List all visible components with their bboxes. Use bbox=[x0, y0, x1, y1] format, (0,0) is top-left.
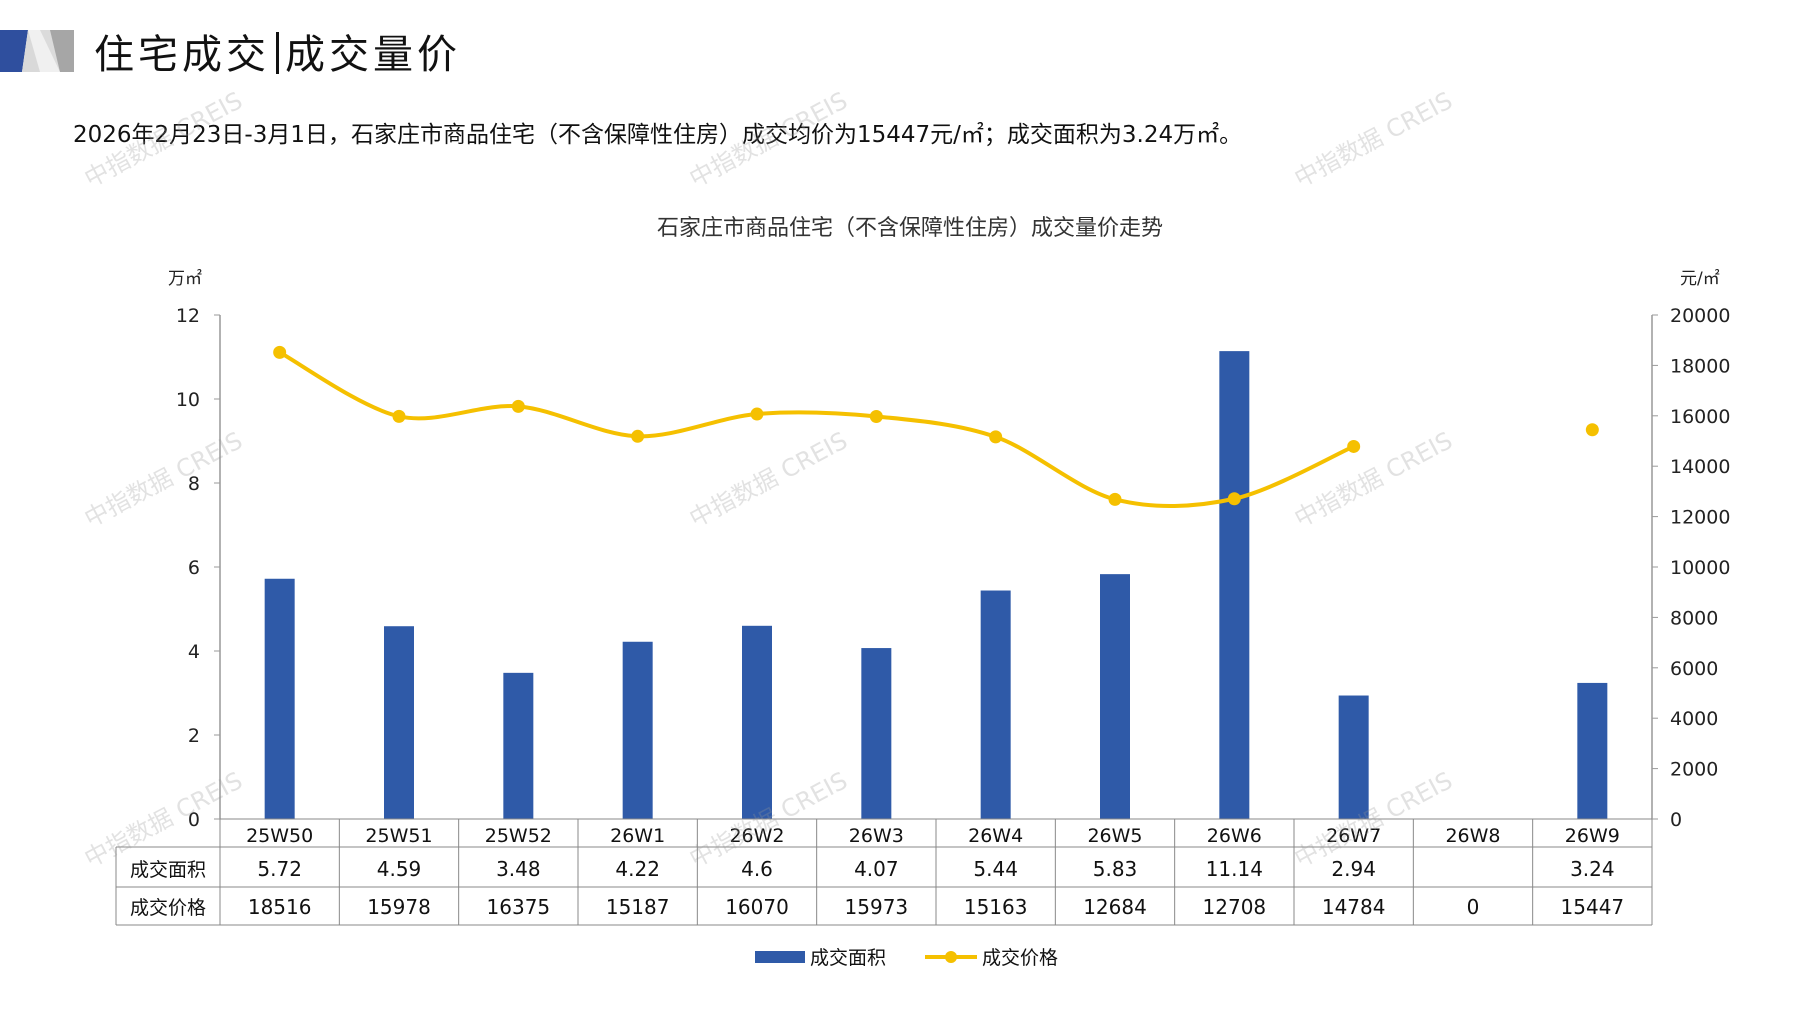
left-tick-label: 8 bbox=[188, 473, 200, 495]
area-value: 4.22 bbox=[615, 857, 660, 881]
category-label: 25W52 bbox=[485, 825, 552, 847]
category-label: 26W6 bbox=[1207, 825, 1262, 847]
summary-text: 2026年2月23日-3月1日，石家庄市商品住宅（不含保障性住房）成交均价为15… bbox=[73, 122, 1243, 148]
area-value: 3.48 bbox=[496, 857, 541, 881]
title-left: 住宅成交 bbox=[94, 32, 270, 78]
left-tick-label: 0 bbox=[188, 809, 200, 831]
left-tick-label: 2 bbox=[188, 725, 200, 747]
price-point-26W1 bbox=[631, 429, 645, 443]
bar-26W1 bbox=[622, 641, 653, 819]
bar-25W52 bbox=[503, 672, 534, 819]
category-label: 25W50 bbox=[246, 825, 313, 847]
left-axis-unit: 万㎡ bbox=[168, 269, 202, 289]
area-value: 4.07 bbox=[854, 857, 899, 881]
bar-26W6 bbox=[1219, 351, 1250, 819]
left-tick-label: 4 bbox=[188, 641, 200, 663]
logo bbox=[0, 30, 74, 72]
right-tick-label: 6000 bbox=[1670, 658, 1718, 680]
category-label: 26W2 bbox=[729, 825, 784, 847]
price-value: 15447 bbox=[1561, 895, 1625, 919]
area-value: 11.14 bbox=[1206, 857, 1263, 881]
row-header-price: 成交价格 bbox=[130, 897, 206, 919]
right-axis-unit: 元/㎡ bbox=[1680, 269, 1720, 289]
category-label: 26W4 bbox=[968, 825, 1023, 847]
right-tick-label: 10000 bbox=[1670, 557, 1730, 579]
area-value: 5.72 bbox=[257, 857, 302, 881]
title-right: 成交量价 bbox=[285, 32, 461, 78]
right-tick-label: 8000 bbox=[1670, 607, 1718, 629]
right-tick-label: 16000 bbox=[1670, 406, 1730, 428]
price-value: 14784 bbox=[1322, 895, 1386, 919]
price-point-26W6 bbox=[1227, 492, 1241, 506]
bar-26W4 bbox=[980, 590, 1011, 819]
bar-26W2 bbox=[742, 625, 772, 819]
legend-bar-swatch bbox=[755, 951, 805, 963]
price-value: 15187 bbox=[606, 895, 670, 919]
area-value: 5.83 bbox=[1093, 857, 1138, 881]
bar-26W5 bbox=[1100, 574, 1130, 819]
right-tick-label: 12000 bbox=[1670, 507, 1730, 529]
price-point-26W7 bbox=[1347, 439, 1361, 453]
area-value: 2.94 bbox=[1331, 857, 1376, 881]
price-value: 16070 bbox=[725, 895, 789, 919]
right-tick-label: 2000 bbox=[1670, 759, 1718, 781]
category-label: 26W3 bbox=[849, 825, 904, 847]
category-label: 25W51 bbox=[365, 825, 432, 847]
price-value: 12684 bbox=[1083, 895, 1147, 919]
chart-title: 石家庄市商品住宅（不含保障性住房）成交量价走势 bbox=[657, 216, 1163, 241]
price-point-26W5 bbox=[1108, 492, 1122, 506]
price-point-26W3 bbox=[869, 409, 883, 423]
area-value: 4.59 bbox=[377, 857, 422, 881]
left-tick-label: 10 bbox=[176, 389, 200, 411]
title-divider bbox=[276, 32, 279, 74]
right-tick-label: 4000 bbox=[1670, 708, 1718, 730]
price-point-26W9 bbox=[1585, 423, 1599, 437]
right-tick-label: 18000 bbox=[1670, 355, 1730, 377]
price-point-25W51 bbox=[392, 409, 406, 423]
row-header-area: 成交面积 bbox=[130, 859, 206, 881]
price-value: 15163 bbox=[964, 895, 1028, 919]
category-label: 26W8 bbox=[1445, 825, 1500, 847]
bar-26W9 bbox=[1577, 682, 1608, 819]
bar-25W51 bbox=[384, 626, 414, 819]
price-point-26W2 bbox=[750, 407, 764, 421]
legend-price-label: 成交价格 bbox=[982, 947, 1058, 969]
price-value: 12708 bbox=[1203, 895, 1267, 919]
price-value: 15978 bbox=[367, 895, 431, 919]
right-tick-label: 20000 bbox=[1670, 305, 1730, 327]
price-line bbox=[278, 350, 1355, 508]
area-value: 4.6 bbox=[741, 857, 773, 881]
category-label: 26W9 bbox=[1565, 825, 1620, 847]
price-point-25W50 bbox=[273, 345, 287, 359]
page-title: 住宅成交 成交量价 bbox=[94, 22, 461, 80]
right-tick-label: 14000 bbox=[1670, 456, 1730, 478]
price-value: 0 bbox=[1467, 895, 1480, 919]
right-tick-label: 0 bbox=[1670, 809, 1682, 831]
area-value: 5.44 bbox=[973, 857, 1018, 881]
bar-26W3 bbox=[861, 648, 892, 819]
left-tick-label: 12 bbox=[176, 305, 200, 327]
bar-26W7 bbox=[1338, 695, 1369, 819]
area-value: 3.24 bbox=[1570, 857, 1615, 881]
price-value: 15973 bbox=[845, 895, 909, 919]
left-tick-label: 6 bbox=[188, 557, 200, 579]
price-point-25W52 bbox=[511, 399, 525, 413]
category-label: 26W1 bbox=[610, 825, 665, 847]
price-value: 18516 bbox=[248, 895, 312, 919]
legend-area-label: 成交面积 bbox=[810, 947, 886, 969]
legend-line-marker bbox=[945, 951, 957, 963]
category-label: 26W7 bbox=[1326, 825, 1381, 847]
price-value: 16375 bbox=[487, 895, 551, 919]
category-label: 26W5 bbox=[1087, 825, 1142, 847]
price-point-26W4 bbox=[989, 430, 1003, 444]
bar-25W50 bbox=[264, 578, 295, 819]
